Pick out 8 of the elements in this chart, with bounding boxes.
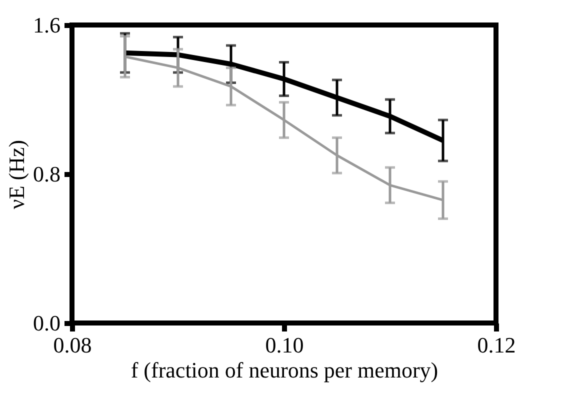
y-tick-label: 1.6 — [33, 12, 60, 38]
y-axis-title: νE (Hz) — [4, 140, 29, 210]
y-tick-label: 0.0 — [33, 310, 60, 336]
x-tick-label: 0.12 — [477, 332, 516, 358]
x-tick-label: 0.10 — [265, 332, 304, 358]
x-axis-title: f (fraction of neurons per memory) — [130, 358, 438, 382]
x-tick-label: 0.08 — [53, 332, 92, 358]
y-tick-label: 0.8 — [33, 162, 60, 186]
